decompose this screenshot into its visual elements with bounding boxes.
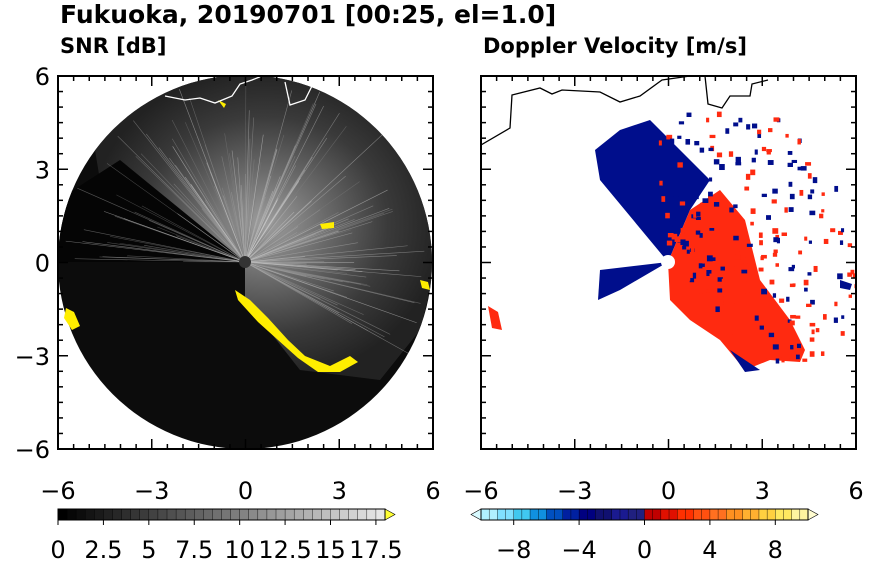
figure-title: Fukuoka, 20190701 [00:25, el=1.0] [60, 0, 557, 29]
radar-center [239, 256, 251, 268]
velocity-colorbar-tick-1: −4 [561, 536, 596, 564]
snr-axes: −6 −3 0 3 6 6 3 0 −3 −6 [15, 63, 441, 505]
strong-echo-patch-0 [235, 290, 358, 372]
snr-strong-echo [64, 100, 430, 372]
snr-colorbar-tick-7: 17.5 [349, 536, 402, 564]
snr-x-tick-4: 6 [425, 477, 440, 505]
velocity-x-tick-3: 3 [755, 477, 770, 505]
receding-spoke [598, 262, 668, 300]
snr-colorbar-tick-6: 15 [315, 536, 346, 564]
velocity-panel: −6 −3 0 3 6 [463, 75, 864, 505]
snr-y-tick-4: −6 [15, 436, 50, 464]
velocity-axes: −6 −3 0 3 6 [463, 75, 864, 505]
coastline-left [164, 76, 333, 106]
strong-echo-patch-2 [320, 222, 334, 229]
snr-colorbar-tick-0: 0 [50, 536, 65, 564]
snr-y-tick-1: 3 [35, 156, 50, 184]
receding-region [595, 120, 710, 262]
snr-echo-field [58, 76, 432, 380]
snr-colorbar-tick-3: 7.5 [175, 536, 213, 564]
velocity-patch-west [488, 306, 502, 330]
velocity-x-tick-2: 0 [661, 477, 676, 505]
snr-colorbar: 0 2.5 5 7.5 10 12.5 15 17.5 [50, 508, 403, 564]
snr-colorbar-tick-4: 10 [224, 536, 255, 564]
velocity-colorbar: −8 −4 0 4 8 [470, 508, 819, 564]
velocity-echo-field [488, 111, 856, 372]
velocity-colorbar-tick-2: 0 [637, 536, 652, 564]
snr-colorbar-tick-2: 5 [141, 536, 156, 564]
panel-title-snr: SNR [dB] [60, 34, 167, 58]
strong-echo-patch-1 [64, 308, 80, 330]
snr-y-tick-3: −3 [15, 343, 50, 371]
velocity-x-tick-4: 6 [848, 477, 863, 505]
snr-y-tick-2: 0 [35, 250, 50, 278]
snr-y-tick-0: 6 [35, 63, 50, 91]
snr-x-tick-3: 3 [332, 477, 347, 505]
strong-echo-patch-3 [420, 280, 430, 290]
velocity-colorbar-tick-4: 8 [768, 536, 783, 564]
velocity-x-tick-0: −6 [463, 477, 498, 505]
snr-panel: −6 −3 0 3 6 6 3 0 −3 −6 [15, 63, 441, 505]
snr-rays [65, 83, 425, 354]
panel-title-velocity: Doppler Velocity [m/s] [483, 34, 747, 58]
strong-echo-patch-4 [218, 100, 226, 108]
velocity-colorbar-tick-3: 4 [702, 536, 717, 564]
snr-colorbar-tick-5: 12.5 [258, 536, 311, 564]
coastline-right [481, 76, 769, 146]
velocity-x-tick-1: −3 [557, 477, 592, 505]
snr-x-tick-1: −3 [134, 477, 169, 505]
radar-center-right [661, 255, 675, 269]
snr-x-tick-0: −6 [40, 477, 75, 505]
velocity-patch-east [840, 280, 852, 290]
snr-colorbar-tick-1: 2.5 [84, 536, 122, 564]
receding-edge [730, 350, 760, 372]
snr-x-tick-2: 0 [238, 477, 253, 505]
velocity-colorbar-tick-0: −8 [496, 536, 531, 564]
